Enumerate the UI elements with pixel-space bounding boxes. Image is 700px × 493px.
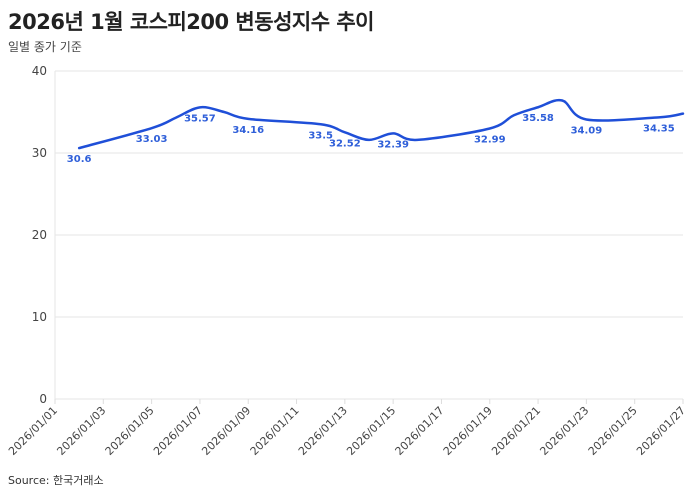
data-label: 33.5 [308, 130, 333, 141]
x-tick-label: 2026/01/07 [151, 404, 205, 458]
x-tick-label: 2026/01/27 [634, 404, 688, 458]
source-note: Source: 한국거래소 [8, 474, 104, 487]
chart-title: 2026년 1월 코스피200 변동성지수 추이 [8, 10, 374, 34]
data-label: 33.03 [136, 134, 168, 145]
y-tick-label: 10 [32, 310, 47, 324]
x-tick-label: 2026/01/01 [6, 404, 60, 458]
data-label: 34.16 [232, 125, 264, 136]
x-tick-label: 2026/01/17 [393, 404, 447, 458]
x-tick-label: 2026/01/21 [489, 404, 543, 458]
series-line [77, 98, 685, 150]
x-tick-label: 2026/01/19 [441, 404, 495, 458]
x-tick-label: 2026/01/13 [296, 404, 350, 458]
data-label: 32.99 [474, 134, 506, 145]
x-tick-label: 2026/01/09 [199, 404, 253, 458]
data-label: 34.35 [643, 123, 675, 134]
data-label: 32.39 [377, 139, 409, 150]
data-label: 30.6 [67, 154, 92, 165]
y-tick-label: 30 [32, 146, 47, 160]
y-tick-label: 0 [39, 392, 47, 406]
x-tick-label: 2026/01/15 [344, 404, 398, 458]
x-tick-label: 2026/01/03 [54, 404, 108, 458]
x-tick-label: 2026/01/05 [103, 404, 157, 458]
x-tick-label: 2026/01/25 [586, 404, 640, 458]
x-tick-label: 2026/01/11 [248, 404, 302, 458]
data-label: 32.52 [329, 138, 361, 149]
y-tick-label: 40 [32, 64, 47, 78]
chart-subtitle: 일별 종가 기준 [8, 40, 82, 54]
y-tick-label: 20 [32, 228, 47, 242]
data-label: 35.58 [522, 113, 554, 124]
x-tick-label: 2026/01/23 [537, 404, 591, 458]
data-label: 35.57 [184, 113, 216, 124]
data-label: 34.09 [571, 125, 603, 136]
